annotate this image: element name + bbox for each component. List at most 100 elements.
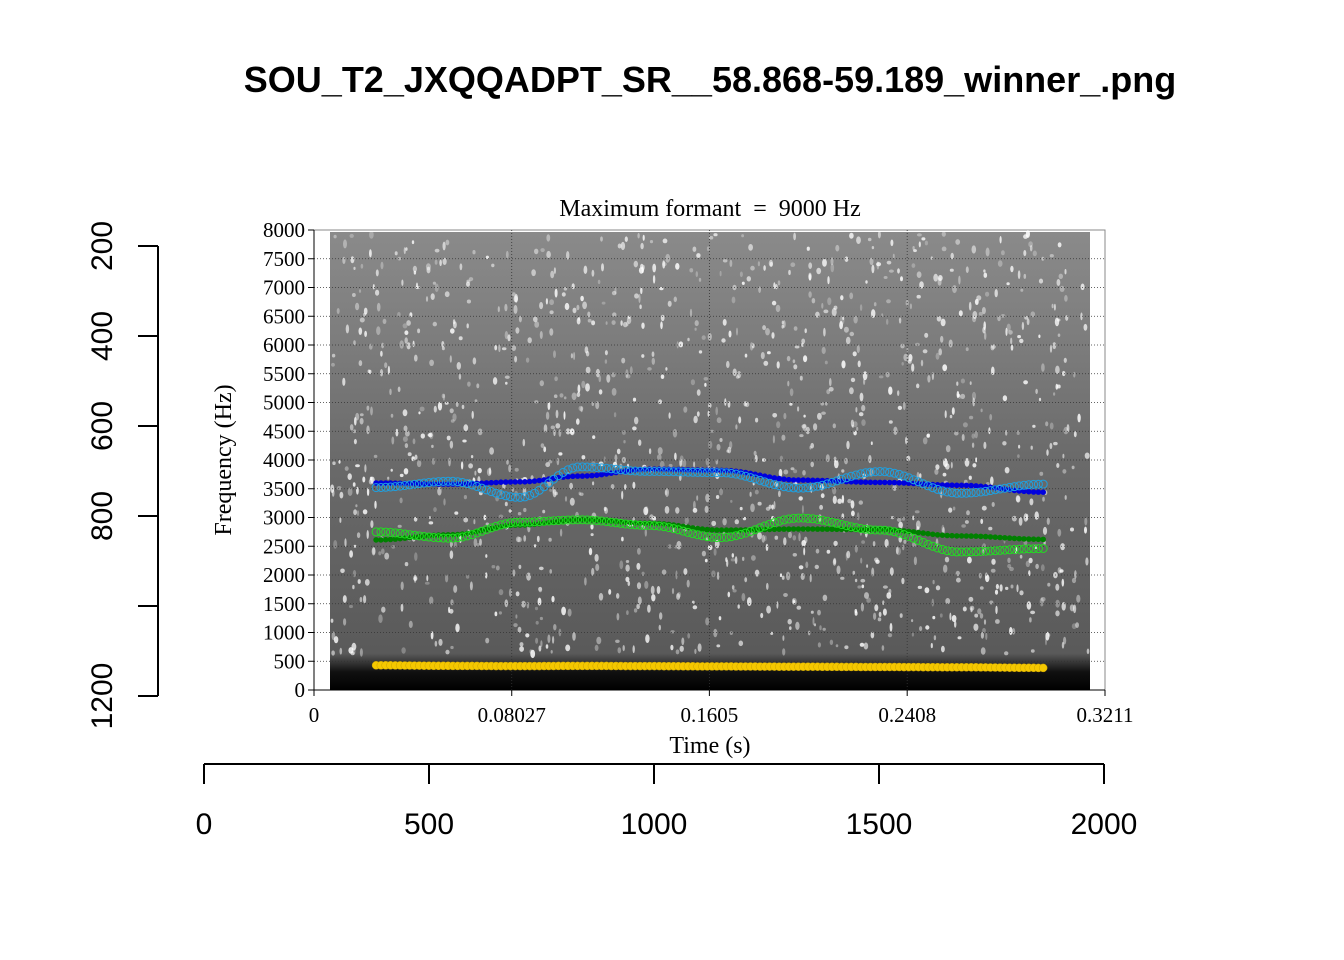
smoothed-formant-point [483,526,490,533]
spectrogram-speck [389,388,392,395]
spectrogram-speck [466,299,471,304]
spectrogram-speck [919,281,924,289]
spectrogram-speck [871,567,875,577]
raw-formant-point [942,487,952,497]
raw-formant-point [390,482,400,492]
spectrogram-speck [757,501,762,506]
spectrogram-speck [444,291,450,298]
smoothed-formant-point [939,482,946,488]
spectrogram-speck [696,389,701,396]
y-tick-label: 1500 [263,592,305,616]
spectrogram-speck [569,482,573,490]
raw-formant-point [501,519,511,529]
raw-formant-point [376,483,386,492]
spectrogram-speck [354,416,357,426]
x-tick-label: 0.1605 [681,703,739,727]
raw-formant-point [707,532,717,542]
spectrogram-speck [352,584,355,590]
spectrogram-speck [668,412,671,419]
spectrogram-speck [397,386,401,393]
spectrogram-speck [343,618,347,626]
spectrogram-speck [860,557,863,564]
spectrogram-speck [754,489,759,495]
spectrogram-speck [704,382,707,387]
spectrogram-speck [355,302,360,311]
spectrogram-speck [789,388,794,397]
spectrogram-speck [991,344,996,349]
smoothed-formant-point [584,473,590,479]
raw-formant-point [443,533,453,543]
spectrogram-speck [1049,422,1054,430]
spectrogram-speck [914,510,920,514]
spectrogram-speck [625,374,631,379]
smoothed-formant-point [781,526,787,532]
raw-formant-point [961,488,971,498]
spectrogram-speck [973,623,979,631]
spectrogram-speck [793,600,796,604]
raw-formant-point [861,524,871,534]
spectrogram-speck [931,598,934,607]
raw-formant-point [808,514,818,524]
raw-formant-point [582,515,592,525]
spectrogram-speck [504,375,510,379]
raw-formant-point [697,531,707,541]
spectrogram-speck [901,577,905,585]
spectrogram-speck [832,423,836,429]
spectrogram-speck [974,298,979,305]
spectrogram-speck [754,454,758,463]
raw-formant-point [371,527,381,537]
spectrogram-speck [719,270,722,277]
smoothed-formant-point [579,473,586,479]
spectrogram-speck [343,239,347,249]
spectrogram-speck [353,340,356,346]
spectrogram-speck [611,388,617,396]
spectrogram-speck [402,436,408,442]
spectrogram-speck [926,434,929,438]
raw-formant-point [649,467,659,476]
spectrogram-speck [598,389,603,395]
spectrogram-speck [935,585,941,591]
spectrogram-speck [554,288,558,298]
smoothed-formant-point [382,536,389,543]
raw-formant-point [390,528,400,538]
spectrogram-speck [844,256,849,263]
spectrogram-speck [614,454,618,464]
spectrogram-speck [911,363,915,372]
raw-formant-point [918,537,928,547]
spectrogram-speck [960,378,966,384]
raw-formant-point [784,482,794,492]
spectrogram-speck [641,322,645,329]
spectrogram-speck [638,439,642,446]
spectrogram-speck [925,625,930,630]
spectrogram-speck [954,431,959,436]
spectrogram-speck [721,338,726,343]
spectrogram-speck [972,311,978,319]
raw-formant-point [803,483,813,493]
spectrogram-speck [539,302,544,310]
spectrogram-speck [722,259,728,263]
spectrogram-speck [990,344,995,351]
spectrogram-speck [716,417,722,424]
raw-formant-point [875,467,885,476]
spectrogram-speck [731,553,734,558]
spectrogram-speck [793,326,798,331]
spectrogram-speck [696,411,700,417]
spectrogram-speck [445,649,450,655]
raw-formant-point [568,463,578,473]
spectrogram-speck [875,559,880,564]
spectrogram-speck [656,586,661,594]
raw-formant-point [995,484,1005,494]
raw-formant-point [750,525,760,535]
spectrogram-speck [800,573,805,580]
spectrogram-speck [670,630,675,634]
spectrogram-speck [979,586,984,590]
spectrogram-speck [964,458,970,467]
spectrogram-speck [765,328,770,336]
smoothed-formant-point [790,477,797,483]
smoothed-formant-point [723,527,730,533]
spectrogram-speck [990,476,994,486]
spectrogram-speck [1049,254,1054,258]
spectrogram-speck [783,469,789,475]
spectrogram-speck [613,412,617,418]
spectrogram-speck [1017,454,1020,458]
